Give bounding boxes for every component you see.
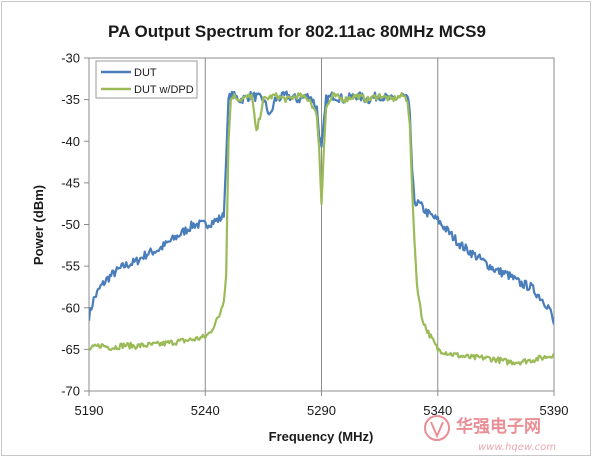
series-lines — [89, 90, 554, 366]
x-tick-label: 5240 — [191, 403, 220, 418]
y-tick-label: -45 — [61, 175, 80, 190]
watermark-text: 华强电子网 — [456, 416, 541, 437]
y-tick-label: -60 — [61, 300, 80, 315]
y-axis-title: Power (dBm) — [31, 185, 46, 265]
x-axis-title: Frequency (MHz) — [269, 429, 374, 444]
x-tick-label: 5190 — [75, 403, 104, 418]
series-line-dut — [89, 90, 554, 325]
y-tick-label: -65 — [61, 342, 80, 357]
legend: DUT DUT w/DPD — [95, 60, 198, 99]
x-tick-label: 5340 — [423, 403, 452, 418]
watermark-subtext: www.hqew.com — [478, 442, 556, 453]
y-tick-label: -30 — [61, 51, 80, 66]
legend-label-dut-dpd: DUT w/DPD — [134, 84, 194, 96]
watermark: 华强电子网 www.hqew.com — [424, 415, 556, 453]
series-line-dut-dpd — [89, 92, 554, 366]
y-tick-label: -55 — [61, 259, 80, 274]
x-tick-label: 5290 — [307, 403, 336, 418]
legend-label-dut: DUT — [134, 67, 157, 79]
y-tick-label: -35 — [61, 92, 80, 107]
y-tick-label: -40 — [61, 134, 80, 149]
x-tick-label: 5390 — [540, 403, 569, 418]
axis-ticks: 5190 5240 5290 5340 5390 -30 -35 -40 -45 -50 -55 -6… — [61, 51, 568, 419]
chart-title: PA Output Spectrum for 802.11ac 80MHz MC… — [108, 22, 486, 41]
legend-box — [95, 60, 198, 99]
watermark-logo-icon — [424, 415, 450, 441]
y-tick-label: -50 — [61, 217, 80, 232]
y-tick-label: -70 — [61, 384, 80, 399]
